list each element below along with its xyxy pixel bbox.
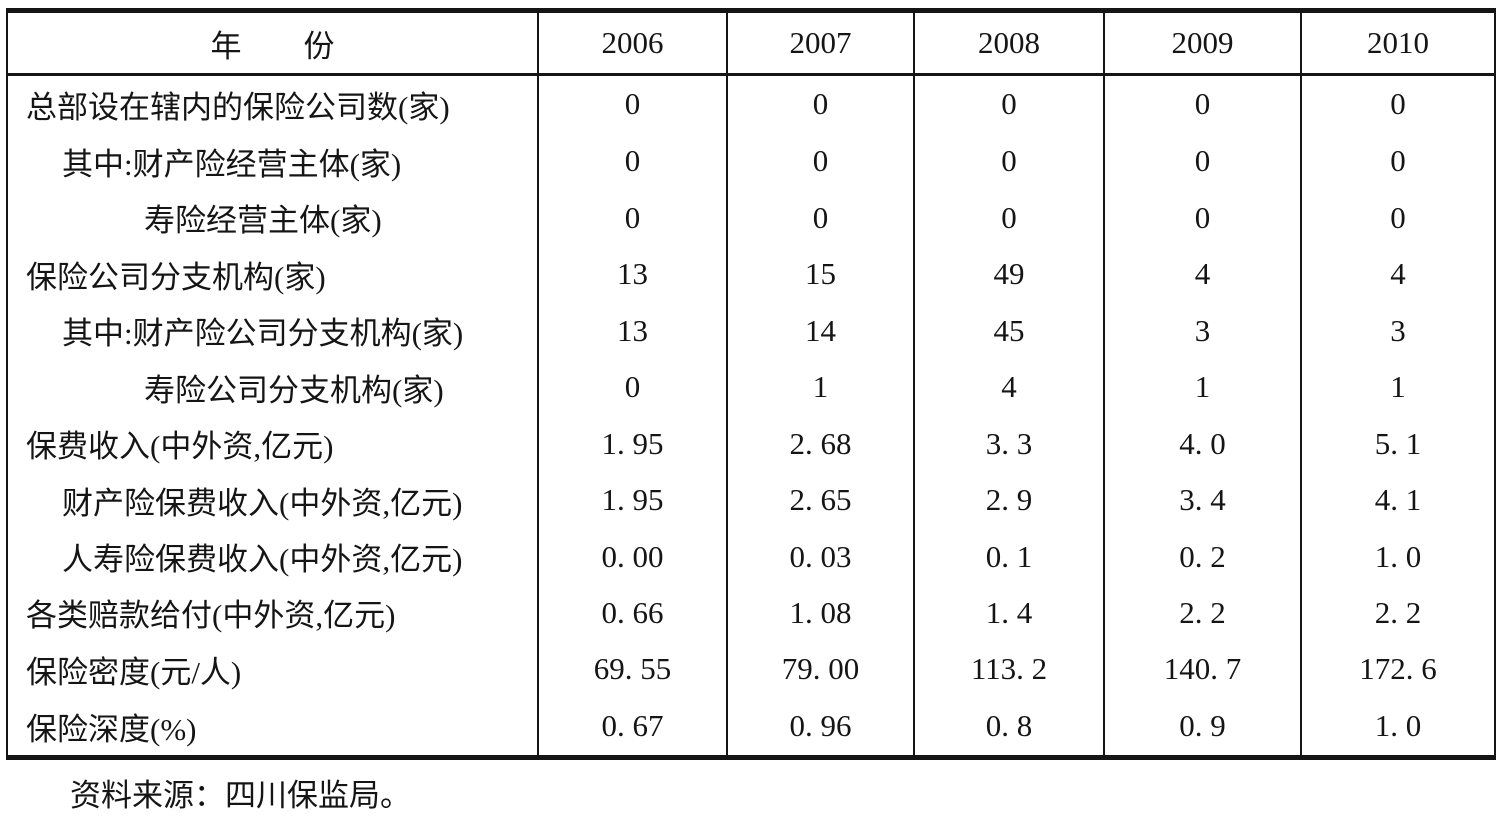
value-cell: 2. 68	[726, 415, 914, 472]
value-cell: 0	[1300, 189, 1495, 246]
row-label: 财产险保费收入(中外资,亿元)	[62, 485, 463, 521]
value-cell: 2. 65	[726, 471, 914, 529]
value-cell: 0	[726, 189, 914, 246]
document-page: 年 份 2006 2007 2008 2009 2010 总部设在辖内的保险公司数(家)…	[6, 8, 1496, 813]
value-cell: 0	[1103, 132, 1301, 190]
table-row: 人寿险保费收入(中外资,亿元) 0. 00 0. 03 0. 1 0. 2 1. 0	[7, 528, 1495, 585]
row-label: 各类赔款给付(中外资,亿元)	[26, 598, 396, 634]
value-cell: 113. 2	[913, 641, 1104, 698]
value-cell: 0. 03	[726, 528, 914, 585]
row-label: 保险公司分支机构(家)	[26, 259, 326, 295]
value-cell: 3. 4	[1103, 471, 1301, 529]
value-cell: 14	[726, 302, 914, 359]
table-header: 年 份 2006 2007 2008 2009 2010	[7, 10, 1495, 76]
table-row: 财产险保费收入(中外资,亿元) 1. 95 2. 65 2. 9 3. 4 4. 1	[7, 471, 1495, 529]
header-cell-year: 2009	[1103, 10, 1301, 76]
value-cell: 172. 6	[1300, 641, 1495, 698]
header-cell-year: 2008	[913, 10, 1104, 76]
row-label: 寿险公司分支机构(家)	[144, 372, 444, 408]
value-cell: 0. 2	[1103, 528, 1301, 585]
value-cell: 1. 4	[913, 584, 1104, 642]
row-label: 其中:财产险经营主体(家)	[62, 146, 402, 182]
value-cell: 0	[913, 132, 1104, 190]
value-cell: 69. 55	[537, 641, 727, 698]
value-cell: 2. 9	[913, 471, 1104, 529]
value-cell: 0. 67	[537, 697, 727, 758]
value-cell: 0	[726, 132, 914, 190]
value-cell: 4. 1	[1300, 471, 1495, 529]
row-label: 总部设在辖内的保险公司数(家)	[26, 89, 450, 125]
table-row: 保费收入(中外资,亿元) 1. 95 2. 68 3. 3 4. 0 5. 1	[7, 415, 1495, 472]
row-label: 保费收入(中外资,亿元)	[26, 429, 334, 465]
value-cell: 0	[1103, 74, 1301, 133]
header-cell-year: 2006	[537, 10, 727, 76]
value-cell: 45	[913, 302, 1104, 359]
value-cell: 15	[726, 245, 914, 303]
value-cell: 0. 96	[726, 697, 914, 758]
value-cell: 3. 3	[913, 415, 1104, 472]
source-note: 资料来源：四川保监局。	[70, 778, 411, 813]
value-cell: 0. 1	[913, 528, 1104, 585]
value-cell: 4	[913, 358, 1104, 416]
value-cell: 1	[1300, 358, 1495, 416]
value-cell: 0. 9	[1103, 697, 1301, 758]
value-cell: 1. 08	[726, 584, 914, 642]
value-cell: 0	[537, 74, 727, 133]
value-cell: 0	[1103, 189, 1301, 246]
table-row: 其中:财产险公司分支机构(家) 13 14 45 3 3	[7, 302, 1495, 359]
value-cell: 13	[537, 245, 727, 303]
value-cell: 1. 95	[537, 415, 727, 472]
value-cell: 3	[1103, 302, 1301, 359]
value-cell: 1	[726, 358, 914, 416]
value-cell: 4	[1103, 245, 1301, 303]
row-label: 保险密度(元/人)	[26, 654, 242, 690]
value-cell: 0	[1300, 132, 1495, 190]
header-cell-year: 2007	[726, 10, 914, 76]
row-label: 寿险经营主体(家)	[144, 203, 382, 239]
value-cell: 1	[1103, 358, 1301, 416]
row-label: 人寿险保费收入(中外资,亿元)	[62, 542, 463, 577]
insurance-statistics-table: 年 份 2006 2007 2008 2009 2010 总部设在辖内的保险公司数(家)…	[6, 8, 1496, 760]
value-cell: 0	[537, 189, 727, 246]
value-cell: 1. 0	[1300, 528, 1495, 585]
value-cell: 0. 66	[537, 584, 727, 642]
value-cell: 0	[726, 74, 914, 133]
table-row: 保险深度(%) 0. 67 0. 96 0. 8 0. 9 1. 0	[7, 697, 1495, 758]
value-cell: 49	[913, 245, 1104, 303]
value-cell: 140. 7	[1103, 641, 1301, 698]
header-cell-year-label: 年 份	[7, 10, 538, 76]
table-row: 保险密度(元/人) 69. 55 79. 00 113. 2 140. 7 172. 6	[7, 641, 1495, 698]
header-cell-year: 2010	[1300, 10, 1495, 76]
value-cell: 0	[913, 74, 1104, 133]
row-label: 其中:财产险公司分支机构(家)	[62, 316, 464, 352]
value-cell: 0	[537, 132, 727, 190]
value-cell: 4. 0	[1103, 415, 1301, 472]
value-cell: 79. 00	[726, 641, 914, 698]
value-cell: 0. 8	[913, 697, 1104, 758]
value-cell: 2. 2	[1103, 584, 1301, 642]
value-cell: 2. 2	[1300, 584, 1495, 642]
table-row: 保险公司分支机构(家) 13 15 49 4 4	[7, 245, 1495, 303]
value-cell: 5. 1	[1300, 415, 1495, 472]
table-row: 各类赔款给付(中外资,亿元) 0. 66 1. 08 1. 4 2. 2 2. 2	[7, 584, 1495, 642]
value-cell: 1. 0	[1300, 697, 1495, 758]
value-cell: 0	[537, 358, 727, 416]
value-cell: 3	[1300, 302, 1495, 359]
value-cell: 1. 95	[537, 471, 727, 529]
value-cell: 4	[1300, 245, 1495, 303]
header-row: 年 份 2006 2007 2008 2009 2010	[7, 10, 1495, 76]
value-cell: 0	[1300, 74, 1495, 133]
value-cell: 0. 00	[537, 528, 727, 585]
value-cell: 13	[537, 302, 727, 359]
row-label: 保险深度(%)	[26, 711, 197, 747]
value-cell: 0	[913, 189, 1104, 246]
